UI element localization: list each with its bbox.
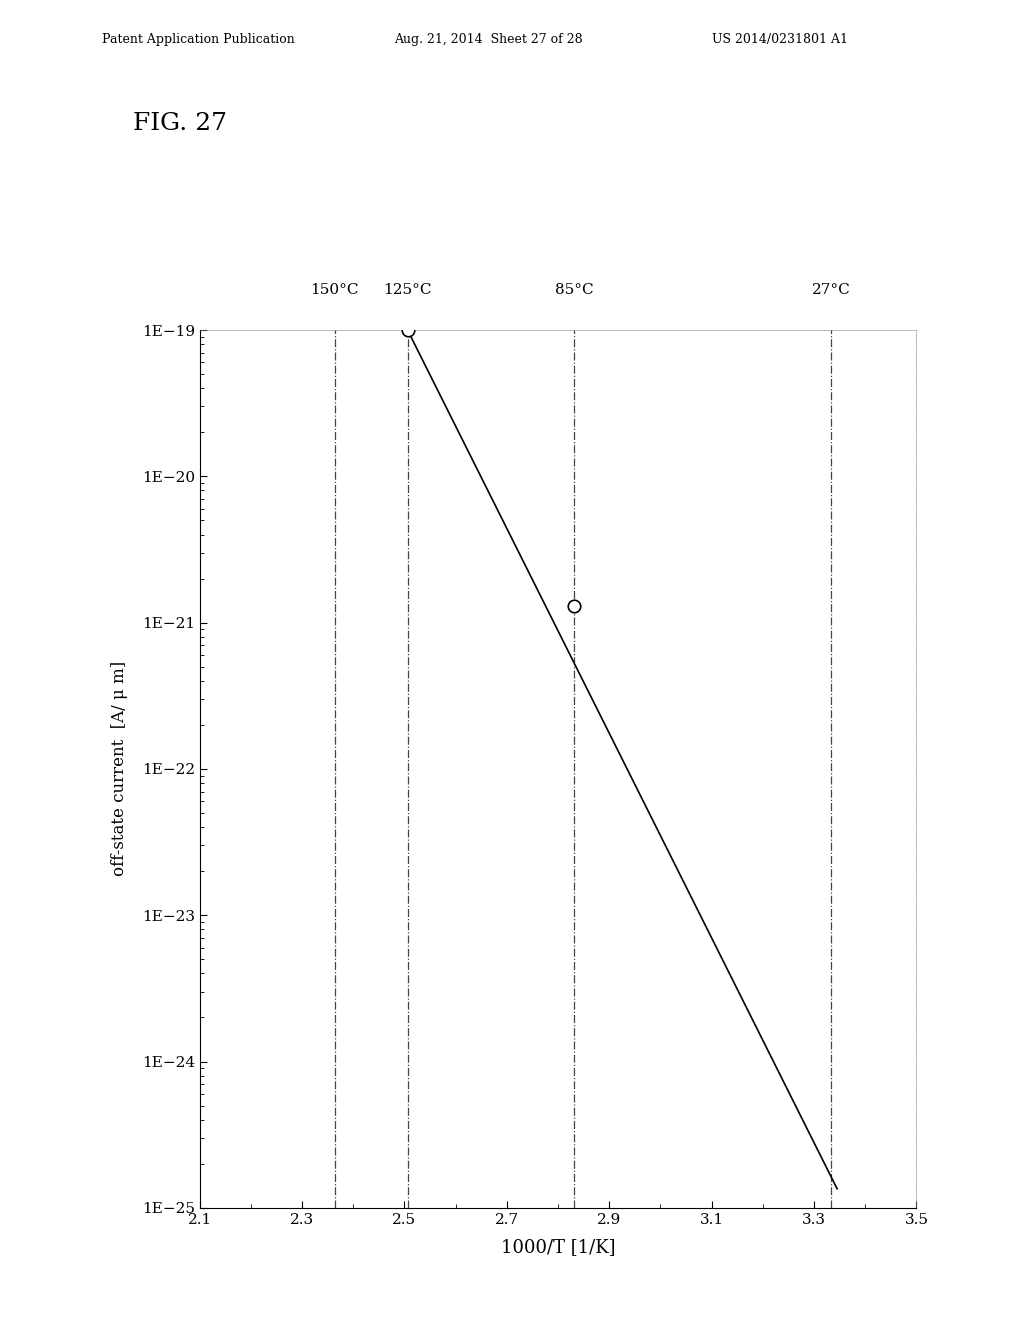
Y-axis label: off-state current  [A/ μ m]: off-state current [A/ μ m] <box>111 661 128 876</box>
Text: 85°C: 85°C <box>555 282 594 297</box>
X-axis label: 1000/T [1/K]: 1000/T [1/K] <box>501 1238 615 1255</box>
Text: Patent Application Publication: Patent Application Publication <box>102 33 295 46</box>
Text: FIG. 27: FIG. 27 <box>133 112 227 135</box>
Text: 125°C: 125°C <box>383 282 432 297</box>
Text: 150°C: 150°C <box>310 282 359 297</box>
Text: US 2014/0231801 A1: US 2014/0231801 A1 <box>712 33 848 46</box>
Text: 27°C: 27°C <box>812 282 850 297</box>
Text: Aug. 21, 2014  Sheet 27 of 28: Aug. 21, 2014 Sheet 27 of 28 <box>394 33 583 46</box>
